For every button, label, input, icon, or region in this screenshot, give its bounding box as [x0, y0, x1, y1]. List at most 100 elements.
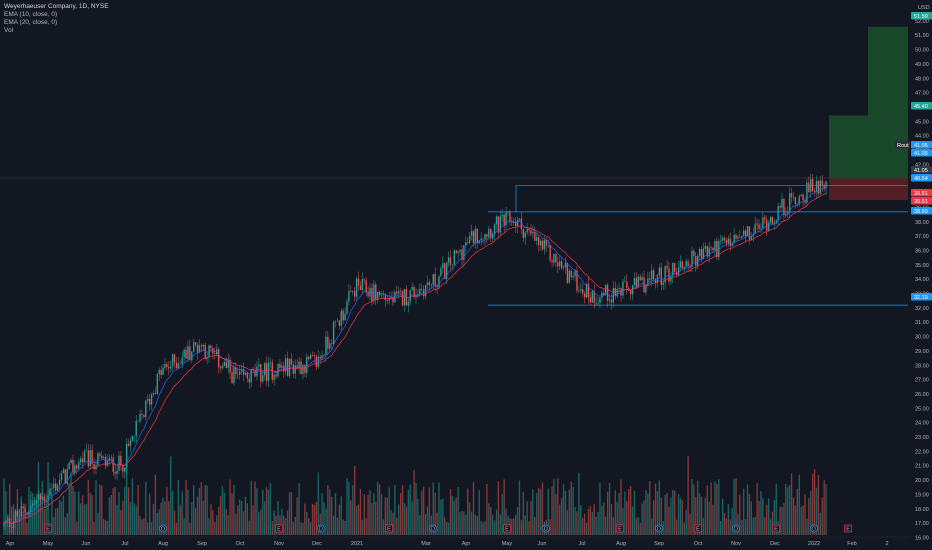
- candle-body: [304, 365, 306, 373]
- volume-bar: [438, 482, 440, 535]
- candle-body: [693, 250, 695, 256]
- volume-bar: [559, 504, 561, 535]
- volume-bar: [562, 484, 565, 535]
- candle-body: [813, 191, 816, 193]
- candle-body: [47, 495, 49, 500]
- candle-body: [624, 281, 626, 283]
- candle-body: [674, 262, 676, 272]
- y-tick-label: 16.00: [915, 535, 929, 541]
- volume-bar: [143, 518, 145, 535]
- candle-body: [750, 236, 753, 240]
- volume-bar: [662, 521, 664, 535]
- candle-body: [141, 414, 143, 415]
- volume-bar: [378, 484, 381, 535]
- volume-bar: [32, 493, 34, 535]
- candle-body: [321, 355, 323, 359]
- volume-bar: [237, 505, 239, 535]
- candle-body: [710, 247, 712, 249]
- candle-body: [244, 372, 247, 375]
- volume-bar: [787, 487, 789, 535]
- candle-body: [616, 288, 618, 297]
- volume-bar: [170, 456, 172, 535]
- candle-body: [493, 224, 496, 234]
- volume-bar: [721, 498, 724, 535]
- volume-bar: [193, 485, 195, 535]
- candle-body: [547, 244, 549, 246]
- candle-body: [28, 512, 30, 515]
- volume-bar: [285, 518, 287, 535]
- candle-body: [148, 398, 151, 405]
- volume-bar: [767, 498, 770, 535]
- candle-body: [191, 351, 193, 361]
- volume-bar: [367, 494, 369, 535]
- event-marker-label: E: [46, 527, 50, 533]
- price-tag-label: 41.05: [914, 143, 928, 149]
- candle-body: [279, 363, 281, 368]
- volume-bar: [566, 510, 569, 535]
- candle-body: [806, 182, 808, 203]
- volume-bar: [315, 501, 318, 535]
- candle-body: [269, 362, 272, 364]
- volume-bar: [633, 490, 636, 535]
- price-tag-box: [911, 149, 932, 157]
- candle-body: [150, 394, 153, 405]
- candle-body: [537, 237, 540, 246]
- volume-bar: [166, 486, 168, 535]
- volume-bar: [319, 513, 321, 535]
- position-zones: [829, 26, 908, 201]
- volume-bar: [583, 513, 586, 535]
- candle-body: [589, 297, 592, 303]
- volume-bar: [769, 518, 772, 535]
- candle-body: [714, 240, 716, 251]
- y-tick-label: 21.00: [915, 464, 929, 470]
- candle-body: [587, 284, 590, 298]
- candle-body: [403, 289, 406, 306]
- price-tag: 40.54: [911, 174, 932, 182]
- volume-bar: [244, 496, 247, 535]
- candle-body: [697, 255, 699, 266]
- candle-body: [461, 249, 463, 260]
- volume-bar: [87, 480, 89, 535]
- volume-bar: [677, 494, 680, 535]
- volume-bar: [478, 490, 480, 535]
- candle-body: [357, 278, 360, 286]
- volume-bar: [794, 505, 797, 535]
- volume-bar: [488, 503, 490, 535]
- volume-bar: [331, 496, 333, 535]
- candle-body: [545, 240, 547, 246]
- volume-bar: [779, 506, 781, 535]
- legend-vol: Vol: [4, 27, 14, 34]
- volume-bar: [83, 504, 86, 535]
- candle-body: [3, 522, 5, 526]
- candle-body: [562, 267, 565, 269]
- volume-bar: [775, 483, 777, 535]
- candle-body: [513, 221, 515, 223]
- volume-bar: [424, 514, 427, 535]
- volume-bar: [363, 493, 365, 535]
- volume-bar: [26, 522, 28, 535]
- candle-body: [283, 365, 285, 372]
- volume-bar: [597, 511, 599, 535]
- volume-bar: [666, 492, 668, 535]
- candle-body: [497, 216, 500, 233]
- volume-bar: [813, 469, 816, 535]
- volume-bar: [43, 509, 45, 535]
- volume-bar: [495, 509, 498, 535]
- candle-body: [242, 369, 245, 375]
- candle-body: [396, 291, 398, 294]
- candle-body: [139, 414, 141, 422]
- volume-bar: [781, 507, 783, 535]
- candle-body: [185, 349, 187, 359]
- volume-bar: [359, 488, 362, 535]
- volume-bar: [683, 522, 685, 535]
- volume-bar: [74, 491, 76, 535]
- volume-bar: [578, 472, 580, 535]
- volume-bar: [737, 513, 739, 535]
- candle-body: [629, 290, 632, 295]
- candle-body: [620, 288, 622, 296]
- volume-bar: [570, 481, 572, 535]
- candle-body: [695, 255, 697, 266]
- legend-ema10: EMA (10, close, 0): [4, 11, 58, 18]
- volume-bar: [231, 493, 233, 535]
